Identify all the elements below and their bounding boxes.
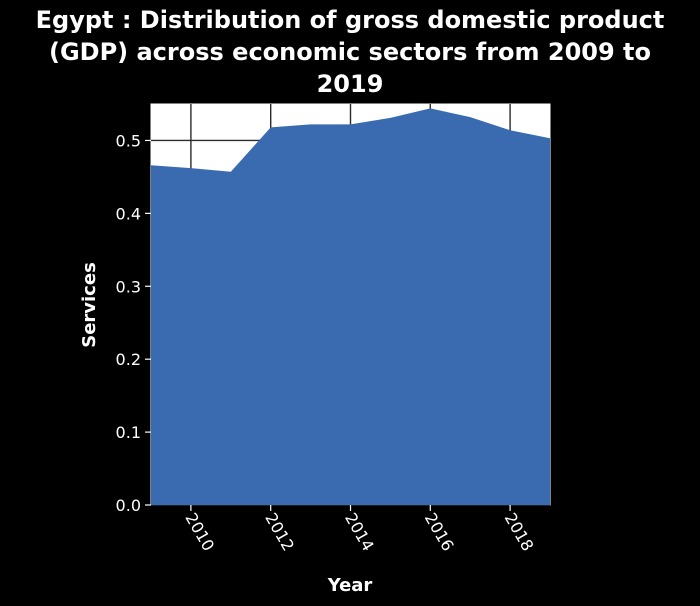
x-axis-label: Year <box>327 575 373 596</box>
y-tick-label-4: 0.4 <box>116 204 141 223</box>
y-tick-label-2: 0.2 <box>116 350 141 369</box>
y-tick-label-0: 0.0 <box>116 496 141 515</box>
y-tick-label-3: 0.3 <box>116 277 141 296</box>
chart-title-line-1: Egypt : Distribution of gross domestic p… <box>36 6 665 34</box>
y-axis-label: Services <box>79 262 100 348</box>
y-tick-label-1: 0.1 <box>116 423 141 442</box>
chart-title-line-3: 2019 <box>317 70 384 98</box>
chart-title: Egypt : Distribution of gross domestic p… <box>36 6 665 98</box>
y-tick-label-5: 0.5 <box>116 131 141 150</box>
chart-title-line-2: (GDP) across economic sectors from 2009 … <box>49 38 651 66</box>
services-area <box>151 108 550 505</box>
